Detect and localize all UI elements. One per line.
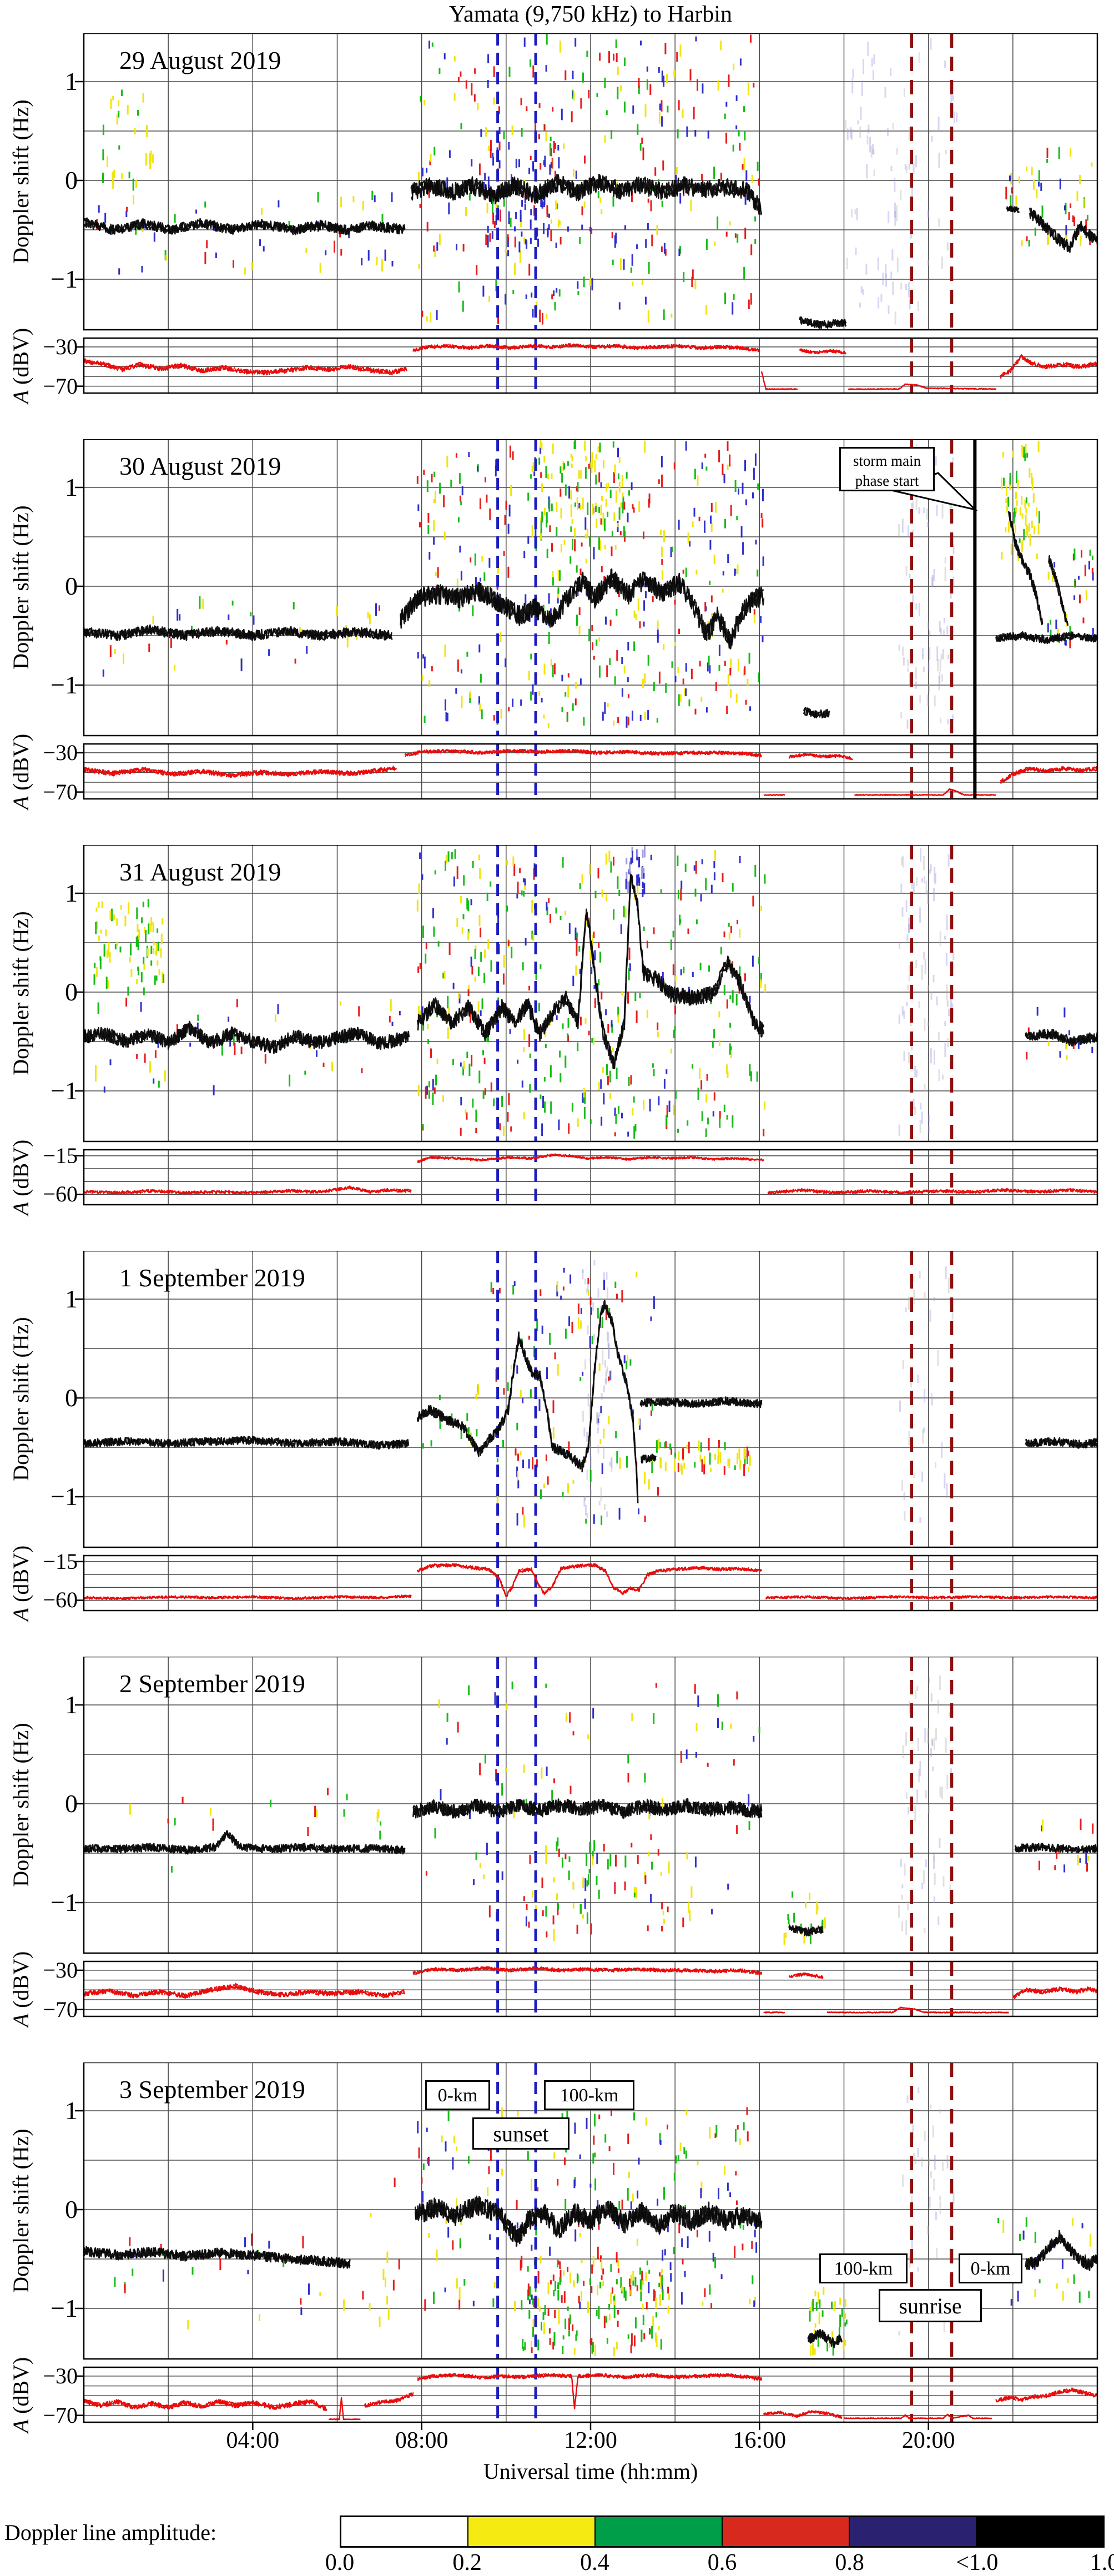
colorbar-tick-label: 0.6 [707,2550,737,2575]
date-label: 1 September 2019 [119,1264,305,1292]
doppler-y-axis-label: Doppler shift (Hz) [8,1317,33,1481]
doppler-y-axis-label: Doppler shift (Hz) [8,911,33,1075]
amplitude-tick-label: −60 [43,1181,78,1207]
colorbar-label: Doppler line amplitude: [4,2520,217,2545]
sunrise-100km-label: 100-km [819,2253,908,2283]
date-label: 30 August 2019 [119,452,281,480]
sunset-0km-label: 0-km [425,2080,490,2110]
colorbar-tick-label: 0.0 [325,2550,355,2575]
day-panel-svg-1 [75,439,1098,800]
amp-label-italic-A: A [8,796,33,809]
amplitude-tick-label: −70 [43,779,78,804]
x-tick-label: 04:00 [226,2428,280,2453]
amplitude-y-axis-label: A (dBV) [8,1545,33,1621]
doppler-tick-label: 1 [65,67,78,95]
colorbar-tick-label: 0.4 [580,2550,609,2575]
x-tick-label: 16:00 [733,2428,787,2453]
doppler-tick-label: −1 [51,2294,78,2322]
doppler-y-axis-label: Doppler shift (Hz) [8,505,33,670]
storm-annotation: storm main phase start [839,447,935,491]
doppler-tick-label: −1 [51,1482,78,1511]
amplitude-y-axis-label: A (dBV) [8,733,33,809]
x-tick-label: 20:00 [901,2428,955,2453]
storm-annotation-line2: phase start [855,472,919,490]
sunrise-0km-label: 0-km [959,2253,1022,2283]
sunrise-label: sunrise [879,2289,982,2322]
sunset-100km-label: 100-km [544,2080,634,2110]
doppler-tick-label: 1 [65,2096,78,2125]
amplitude-y-axis-label: A (dBV) [8,1951,33,2027]
amplitude-y-axis-label: A (dBV) [8,1139,33,1215]
doppler-y-axis-label: Doppler shift (Hz) [8,99,33,264]
doppler-tick-label: −1 [51,1888,78,1916]
amp-label-italic-A: A [8,2419,33,2433]
x-tick-label: 08:00 [395,2428,448,2453]
amp-label-italic-A: A [8,2013,33,2027]
doppler-y-axis-label: Doppler shift (Hz) [8,1723,33,1887]
amplitude-tick-label: −15 [43,1548,78,1574]
amplitude-tick-label: −70 [43,373,78,399]
date-label: 29 August 2019 [119,46,281,74]
doppler-tick-label: 1 [65,473,78,501]
day-panel-svg-3 [75,1251,1098,1612]
doppler-tick-label: −1 [51,671,78,699]
day-panel-svg-0 [75,33,1098,394]
day-panel-svg-5 [75,2062,1098,2430]
amp-label-italic-A: A [8,1201,33,1215]
doppler-tick-label: 1 [65,1285,78,1313]
figure-title: Yamata (9,750 kHz) to Harbin [448,2,733,27]
amp-label-italic-A: A [8,1607,33,1621]
colorbar-segment [849,2517,976,2546]
doppler-tick-label: 0 [65,1789,78,1818]
sunset-label: sunset [472,2117,569,2150]
colorbar-segment [341,2517,467,2546]
colorbar [340,2515,1105,2548]
doppler-tick-label: −1 [51,1076,78,1105]
doppler-tick-label: 0 [65,2195,78,2223]
amplitude-tick-label: −30 [43,739,78,765]
day-panel-svg-2 [75,845,1098,1206]
x-tick-label: 12:00 [564,2428,617,2453]
amp-label-italic-A: A [8,390,33,404]
date-label: 2 September 2019 [119,1669,305,1698]
x-axis-title: Universal time (hh:mm) [483,2459,698,2484]
doppler-tick-label: 0 [65,166,78,194]
doppler-y-axis-label: Doppler shift (Hz) [8,2129,33,2293]
amplitude-tick-label: −30 [43,1957,78,1983]
amplitude-tick-label: −70 [43,2402,78,2428]
amplitude-y-axis-label: A (dBV) [8,2357,33,2433]
doppler-tick-label: 0 [65,978,78,1006]
colorbar-segment [976,2517,1103,2546]
date-label: 31 August 2019 [119,858,281,886]
amplitude-tick-label: −70 [43,1996,78,2022]
doppler-tick-label: 1 [65,879,78,907]
colorbar-segment [722,2517,849,2546]
doppler-tick-label: 0 [65,1383,78,1412]
amplitude-tick-label: −30 [43,334,78,359]
colorbar-tick-label: 0.2 [452,2550,482,2575]
day-panel-svg-4 [75,1657,1098,2017]
date-label: 3 September 2019 [119,2075,305,2104]
doppler-tick-label: −1 [51,265,78,293]
amplitude-tick-label: −30 [43,2363,78,2388]
amplitude-tick-label: −60 [43,1587,78,1613]
doppler-tick-label: 0 [65,572,78,600]
colorbar-segment [467,2517,594,2546]
colorbar-tick-label: 1.0 [1090,2550,1114,2575]
colorbar-tick-label: 0.8 [835,2550,864,2575]
doppler-tick-label: 1 [65,1690,78,1719]
colorbar-tick-label: <1.0 [956,2550,999,2575]
amplitude-tick-label: −15 [43,1143,78,1168]
storm-annotation-line1: storm main [853,452,921,469]
colorbar-segment [594,2517,722,2546]
amplitude-y-axis-label: A (dBV) [8,328,33,404]
